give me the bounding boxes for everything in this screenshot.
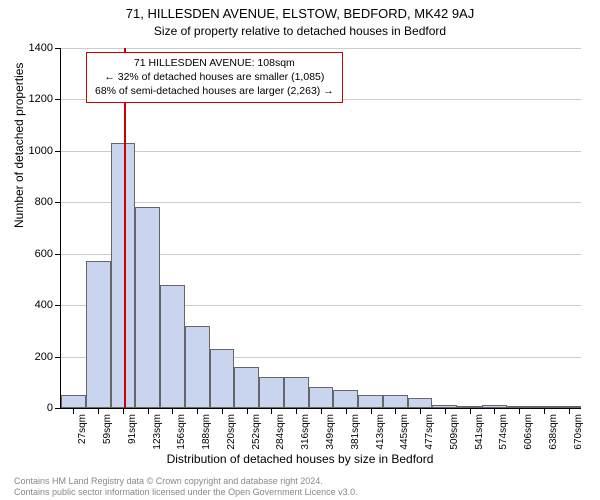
attribution-footer: Contains HM Land Registry data © Crown c…: [0, 476, 600, 498]
annotation-line: 68% of semi-detached houses are larger (…: [95, 84, 334, 98]
x-tick-label: 477sqm: [424, 414, 435, 450]
x-tick-label: 156sqm: [176, 414, 187, 450]
annotation-line: 71 HILLESDEN AVENUE: 108sqm: [95, 56, 334, 70]
x-tick: [420, 408, 421, 414]
histogram-bar: [333, 390, 358, 408]
x-tick: [321, 408, 322, 414]
y-tick-label: 200: [35, 351, 61, 363]
x-tick: [98, 408, 99, 414]
y-tick-label: 600: [35, 248, 61, 260]
histogram-bar: [309, 387, 334, 408]
x-tick: [148, 408, 149, 414]
x-axis-title: Distribution of detached houses by size …: [0, 452, 600, 466]
histogram-bar: [358, 395, 383, 408]
y-tick-label: 1000: [29, 145, 61, 157]
chart-subtitle: Size of property relative to detached ho…: [0, 24, 600, 38]
x-tick-label: 349sqm: [325, 414, 336, 450]
annotation-line: ← 32% of detached houses are smaller (1,…: [95, 70, 334, 84]
histogram-bar: [259, 377, 284, 408]
chart-container: 71, HILLESDEN AVENUE, ELSTOW, BEDFORD, M…: [0, 0, 600, 500]
histogram-bar: [210, 349, 235, 408]
histogram-bar: [61, 395, 86, 408]
x-tick: [247, 408, 248, 414]
x-tick-label: 670sqm: [573, 414, 584, 450]
y-tick-label: 1400: [29, 42, 61, 54]
footer-line-2: Contains public sector information licen…: [14, 487, 358, 497]
histogram-bar: [234, 367, 259, 408]
x-tick-label: 252sqm: [251, 414, 262, 450]
x-tick-label: 541sqm: [474, 414, 485, 450]
y-tick-label: 1200: [29, 93, 61, 105]
x-tick-label: 59sqm: [102, 414, 113, 444]
x-tick: [197, 408, 198, 414]
x-tick: [222, 408, 223, 414]
x-tick-label: 381sqm: [350, 414, 361, 450]
histogram-bar: [284, 377, 309, 408]
x-tick-label: 188sqm: [201, 414, 212, 450]
histogram-bar: [160, 285, 185, 408]
x-tick-label: 445sqm: [399, 414, 410, 450]
x-tick-label: 413sqm: [375, 414, 386, 450]
footer-line-1: Contains HM Land Registry data © Crown c…: [14, 476, 323, 486]
x-tick-label: 316sqm: [300, 414, 311, 450]
histogram-bar: [185, 326, 210, 408]
x-tick: [73, 408, 74, 414]
x-tick: [494, 408, 495, 414]
histogram-bar: [383, 395, 408, 408]
y-tick-label: 400: [35, 299, 61, 311]
x-tick: [271, 408, 272, 414]
x-tick: [123, 408, 124, 414]
histogram-bar: [86, 261, 111, 408]
x-tick: [519, 408, 520, 414]
x-tick: [470, 408, 471, 414]
x-tick-label: 284sqm: [275, 414, 286, 450]
x-tick: [346, 408, 347, 414]
y-tick-label: 0: [47, 402, 61, 414]
grid-line: [61, 48, 581, 49]
x-tick-label: 123sqm: [152, 414, 163, 450]
x-tick: [544, 408, 545, 414]
y-axis-title: Number of detached properties: [12, 63, 26, 228]
y-tick-label: 800: [35, 196, 61, 208]
page-title: 71, HILLESDEN AVENUE, ELSTOW, BEDFORD, M…: [0, 6, 600, 21]
grid-line: [61, 151, 581, 152]
x-tick-label: 574sqm: [498, 414, 509, 450]
histogram-bar: [408, 398, 433, 408]
x-tick: [296, 408, 297, 414]
x-tick-label: 638sqm: [548, 414, 559, 450]
histogram-bar: [135, 207, 160, 408]
x-tick-label: 509sqm: [449, 414, 460, 450]
x-tick-label: 27sqm: [77, 414, 88, 444]
x-tick: [569, 408, 570, 414]
annotation-box: 71 HILLESDEN AVENUE: 108sqm← 32% of deta…: [86, 52, 343, 103]
grid-line: [61, 202, 581, 203]
x-tick: [445, 408, 446, 414]
plot-area: 020040060080010001200140027sqm59sqm91sqm…: [60, 48, 581, 409]
x-tick-label: 91sqm: [127, 414, 138, 444]
x-tick: [395, 408, 396, 414]
x-tick: [172, 408, 173, 414]
x-tick-label: 606sqm: [523, 414, 534, 450]
x-tick: [371, 408, 372, 414]
x-tick-label: 220sqm: [226, 414, 237, 450]
